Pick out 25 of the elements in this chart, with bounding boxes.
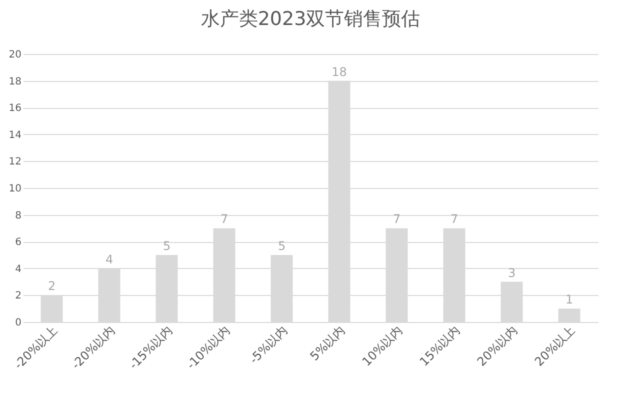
data-label: 7 <box>450 212 458 226</box>
data-label: 7 <box>220 212 228 226</box>
y-tick-label: 4 <box>15 264 22 275</box>
y-tick-label: 14 <box>8 130 22 141</box>
y-tick-label: 10 <box>8 184 22 194</box>
y-tick-label: 0 <box>15 318 22 328</box>
y-tick-label: 12 <box>8 156 22 168</box>
data-label: 5 <box>278 239 286 253</box>
y-tick-label: 8 <box>15 210 22 222</box>
data-label: 7 <box>392 212 401 226</box>
data-label: 2 <box>48 279 56 294</box>
x-tick-label: 5%以内 <box>307 323 348 364</box>
data-label: 18 <box>332 64 347 79</box>
chart-title: 水产类2023双节销售预估 <box>200 8 420 30</box>
data-label: 1 <box>565 292 574 307</box>
y-tick-label: 2 <box>15 290 22 302</box>
y-tick-label: 16 <box>8 103 22 114</box>
data-label: 4 <box>105 252 114 266</box>
x-tick-label: -5%以内 <box>246 323 290 366</box>
y-tick-label: 18 <box>8 76 22 88</box>
bar <box>558 308 580 322</box>
data-label: 3 <box>508 266 516 280</box>
y-tick-label: 6 <box>15 237 22 248</box>
data-label: 5 <box>162 239 171 253</box>
y-tick-label: 20 <box>8 50 22 60</box>
